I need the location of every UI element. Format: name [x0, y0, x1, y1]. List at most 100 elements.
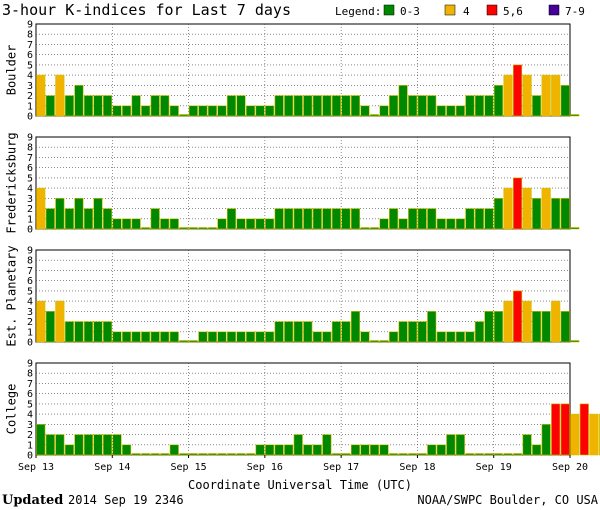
- k-index-bar: [188, 340, 198, 343]
- k-index-bar: [427, 311, 437, 343]
- k-index-bar: [293, 95, 303, 117]
- k-index-bar: [198, 453, 208, 456]
- k-index-bar: [493, 453, 504, 456]
- y-tick-label: 0: [27, 112, 33, 123]
- k-index-bar: [74, 198, 84, 230]
- k-index-bar: [551, 198, 561, 230]
- k-index-bar: [207, 331, 217, 343]
- k-index-bar: [465, 331, 475, 343]
- k-index-bar: [64, 321, 74, 343]
- source-credit: NOAA/SWPC Boulder, CO USA: [417, 493, 598, 507]
- k-index-bar: [408, 95, 418, 117]
- k-index-bar: [398, 453, 408, 456]
- k-index-bar: [102, 95, 113, 117]
- k-index-bar: [141, 453, 151, 456]
- k-index-bar: [74, 85, 84, 117]
- k-index-bar: [503, 74, 513, 117]
- k-index-bar: [112, 331, 122, 343]
- y-tick-label: 8: [27, 30, 33, 41]
- k-index-bar: [169, 331, 179, 343]
- k-index-bar: [379, 444, 389, 456]
- k-index-bar: [436, 218, 446, 230]
- k-index-bar: [141, 331, 151, 343]
- k-index-bar: [303, 208, 313, 230]
- k-index-bar: [64, 208, 74, 230]
- k-index-bar: [226, 453, 237, 456]
- k-index-bar: [360, 331, 370, 343]
- k-index-bar: [474, 208, 484, 230]
- k-index-bar: [36, 74, 46, 117]
- k-index-bar: [179, 453, 189, 456]
- k-index-bar: [45, 95, 55, 117]
- k-index-bar: [560, 85, 570, 117]
- y-tick-label: 6: [27, 389, 33, 400]
- k-index-bar: [446, 218, 456, 230]
- k-index-bar: [322, 434, 332, 456]
- k-index-bar: [160, 453, 170, 456]
- k-index-bar: [312, 208, 322, 230]
- k-index-bar: [398, 85, 408, 117]
- k-index-bar: [532, 311, 542, 343]
- k-index-bar: [532, 198, 542, 230]
- k-index-bar: [341, 321, 351, 343]
- k-index-bar: [560, 403, 570, 456]
- k-index-bar: [83, 434, 94, 456]
- k-index-bar: [484, 95, 494, 117]
- k-index-bar: [207, 105, 217, 117]
- station-label: Est. Planetary: [5, 245, 19, 346]
- k-index-bar: [436, 331, 446, 343]
- station-label: College: [5, 384, 19, 435]
- k-index-bar: [150, 95, 160, 117]
- updated-label: Updated: [2, 493, 63, 508]
- y-tick-label: 8: [27, 143, 33, 154]
- x-axis-label: Coordinate Universal Time (UTC): [188, 478, 412, 492]
- k-index-bar: [379, 105, 389, 117]
- k-index-bar: [150, 208, 160, 230]
- k-index-bar: [369, 227, 380, 230]
- k-index-bar: [74, 321, 84, 343]
- k-index-bar: [350, 444, 361, 456]
- k-index-bar: [74, 434, 84, 456]
- y-tick-label: 1: [27, 440, 33, 451]
- k-index-bar: [179, 227, 189, 230]
- k-index-bar: [131, 331, 141, 343]
- chart-title: 3-hour K-indices for Last 7 days: [2, 1, 291, 19]
- k-index-bar: [331, 453, 341, 456]
- k-index-bar: [589, 413, 599, 456]
- y-tick-label: 3: [27, 307, 33, 318]
- k-index-bar: [303, 95, 313, 117]
- k-index-bar: [360, 227, 370, 230]
- k-index-bar: [312, 95, 322, 117]
- y-tick-label: 5: [27, 286, 33, 297]
- k-index-bar: [493, 198, 504, 230]
- k-index-bar: [446, 434, 456, 456]
- k-index-bar: [379, 340, 389, 343]
- k-index-bar: [389, 208, 399, 230]
- k-index-bar: [236, 95, 246, 117]
- k-index-bar: [198, 331, 208, 343]
- k-index-bar: [560, 198, 570, 230]
- k-index-bar: [93, 198, 103, 230]
- k-index-bar: [160, 331, 170, 343]
- k-index-bar: [141, 105, 151, 117]
- x-tick-label: Sep 19: [476, 462, 512, 473]
- k-index-bar: [188, 105, 198, 117]
- legend-swatch-0-3: [383, 4, 395, 16]
- y-tick-label: 1: [27, 214, 33, 225]
- k-index-bar: [274, 444, 284, 456]
- k-index-bar: [417, 453, 427, 456]
- k-index-bar: [217, 453, 227, 456]
- k-index-bar: [322, 95, 332, 117]
- k-index-bar: [484, 208, 494, 230]
- x-tick-label: Sep 15: [171, 462, 207, 473]
- k-index-bar: [512, 64, 523, 117]
- k-index-bar: [427, 208, 437, 230]
- k-index-bar: [36, 300, 46, 343]
- k-index-bar: [408, 321, 418, 343]
- k-index-bar: [293, 208, 303, 230]
- x-tick-label: Sep 14: [94, 462, 130, 473]
- y-tick-label: 2: [27, 204, 33, 215]
- k-index-bar: [465, 453, 475, 456]
